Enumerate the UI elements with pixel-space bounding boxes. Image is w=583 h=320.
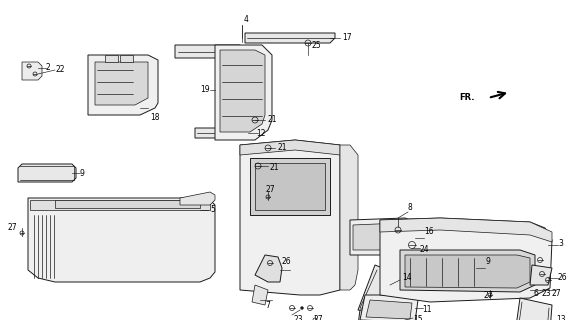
Polygon shape — [512, 298, 552, 320]
Text: 9: 9 — [486, 258, 491, 267]
Polygon shape — [240, 140, 340, 155]
Polygon shape — [95, 62, 148, 105]
Text: 8: 8 — [408, 204, 413, 212]
Text: 24: 24 — [420, 245, 430, 254]
Text: 23: 23 — [294, 316, 304, 320]
Text: 18: 18 — [150, 114, 160, 123]
Text: 11: 11 — [422, 306, 431, 315]
Text: 21: 21 — [277, 143, 286, 153]
Text: 15: 15 — [413, 316, 423, 320]
Polygon shape — [358, 310, 408, 320]
Text: 7: 7 — [265, 300, 270, 309]
Text: 14: 14 — [402, 274, 412, 283]
Polygon shape — [240, 140, 340, 295]
Polygon shape — [360, 295, 418, 320]
Polygon shape — [380, 218, 552, 242]
Polygon shape — [30, 200, 210, 210]
Polygon shape — [358, 265, 400, 315]
Polygon shape — [220, 50, 265, 132]
Text: 3: 3 — [558, 238, 563, 247]
Text: 25: 25 — [312, 42, 322, 51]
Polygon shape — [215, 45, 272, 140]
Polygon shape — [88, 55, 158, 115]
Text: 26: 26 — [282, 258, 292, 267]
Polygon shape — [120, 55, 133, 62]
Text: 6: 6 — [533, 289, 538, 298]
Text: FR.: FR. — [459, 92, 475, 101]
Polygon shape — [530, 265, 552, 285]
Text: 21: 21 — [270, 163, 279, 172]
Polygon shape — [353, 223, 413, 250]
Circle shape — [301, 307, 303, 309]
Text: 17: 17 — [342, 34, 352, 43]
Polygon shape — [400, 250, 535, 292]
Polygon shape — [380, 218, 552, 302]
Polygon shape — [250, 158, 330, 215]
Polygon shape — [18, 164, 76, 182]
Text: 5: 5 — [210, 205, 215, 214]
Polygon shape — [195, 128, 252, 138]
Text: 26: 26 — [558, 274, 568, 283]
Polygon shape — [350, 218, 420, 255]
Text: 22: 22 — [56, 66, 65, 75]
Text: 16: 16 — [424, 228, 434, 236]
Text: 9: 9 — [80, 169, 85, 178]
Polygon shape — [180, 192, 215, 205]
Text: 13: 13 — [556, 316, 566, 320]
Polygon shape — [175, 45, 240, 58]
Text: 27: 27 — [7, 223, 17, 233]
Text: 21: 21 — [268, 116, 278, 124]
Polygon shape — [405, 255, 530, 288]
Polygon shape — [105, 55, 118, 62]
Text: 27: 27 — [265, 186, 275, 195]
Polygon shape — [28, 198, 215, 282]
Polygon shape — [255, 255, 282, 282]
Polygon shape — [252, 285, 268, 305]
Text: 27: 27 — [313, 316, 322, 320]
Text: 23: 23 — [542, 289, 552, 298]
Polygon shape — [366, 300, 412, 319]
Text: 12: 12 — [256, 129, 265, 138]
Text: 27: 27 — [552, 289, 561, 298]
Polygon shape — [22, 62, 42, 80]
Polygon shape — [245, 33, 335, 43]
Polygon shape — [425, 258, 482, 278]
Text: 19: 19 — [200, 85, 210, 94]
Polygon shape — [255, 163, 325, 210]
Text: 4: 4 — [244, 15, 249, 25]
Text: 27: 27 — [483, 291, 493, 300]
Polygon shape — [55, 200, 200, 208]
Polygon shape — [340, 145, 358, 290]
Text: 2: 2 — [46, 63, 51, 73]
